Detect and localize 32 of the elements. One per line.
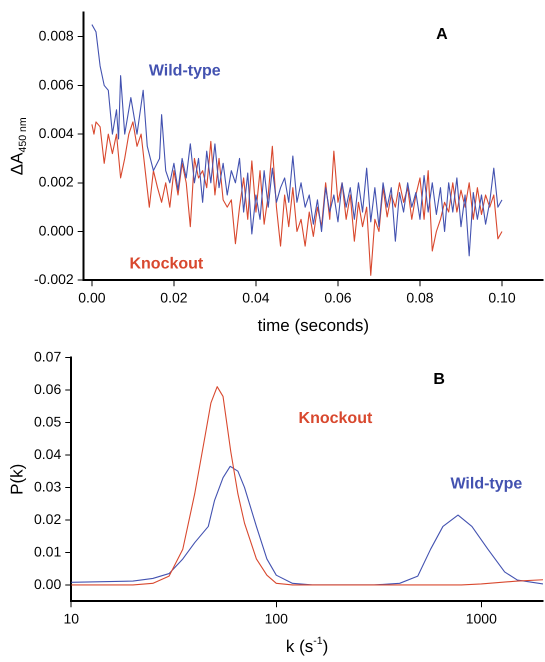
series-label: Wild-type [450,476,522,493]
x-tick-label: 0.04 [242,289,270,306]
x-tick-label: 0.02 [160,289,188,306]
x-axis-title: time (seconds) [258,316,370,335]
y-tick-label: 0.002 [38,174,74,190]
x-tick-label: 0.10 [488,289,516,306]
y-axis-title: ΔA450 nm [8,117,29,176]
x-tick-label: 100 [264,610,288,626]
x-tick-label: 1000 [466,610,498,626]
y-tick-label: 0.01 [34,543,62,560]
y-tick-label: 0.02 [34,510,62,527]
y-tick-label: 0.000 [38,222,74,238]
x-tick-label: 0.00 [78,289,106,306]
y-axis-title: P(k) [8,464,27,495]
annotation: A [436,26,448,43]
annotation: B [433,370,445,388]
x-tick-label: 0.06 [324,289,352,306]
x-tick-label: 10 [63,610,80,626]
x-tick-label: 0.08 [406,289,434,306]
y-tick-label: 0.006 [38,76,74,92]
y-tick-label: -0.002 [34,271,74,288]
y-tick-label: 0.008 [38,28,74,44]
text: Knockout [298,410,373,427]
series-label: Knockout [129,256,204,273]
y-tick-label: 0.004 [38,124,74,141]
y-tick-label: 0.04 [34,446,62,462]
y-tick-label: 0.03 [34,478,62,494]
y-tick-label: 0.06 [34,380,62,397]
y-tick-label: 0.07 [34,348,62,364]
y-tick-label: 0.00 [34,576,62,592]
y-tick-label: 0.05 [34,413,62,430]
series-label: Wild-type [148,62,221,80]
